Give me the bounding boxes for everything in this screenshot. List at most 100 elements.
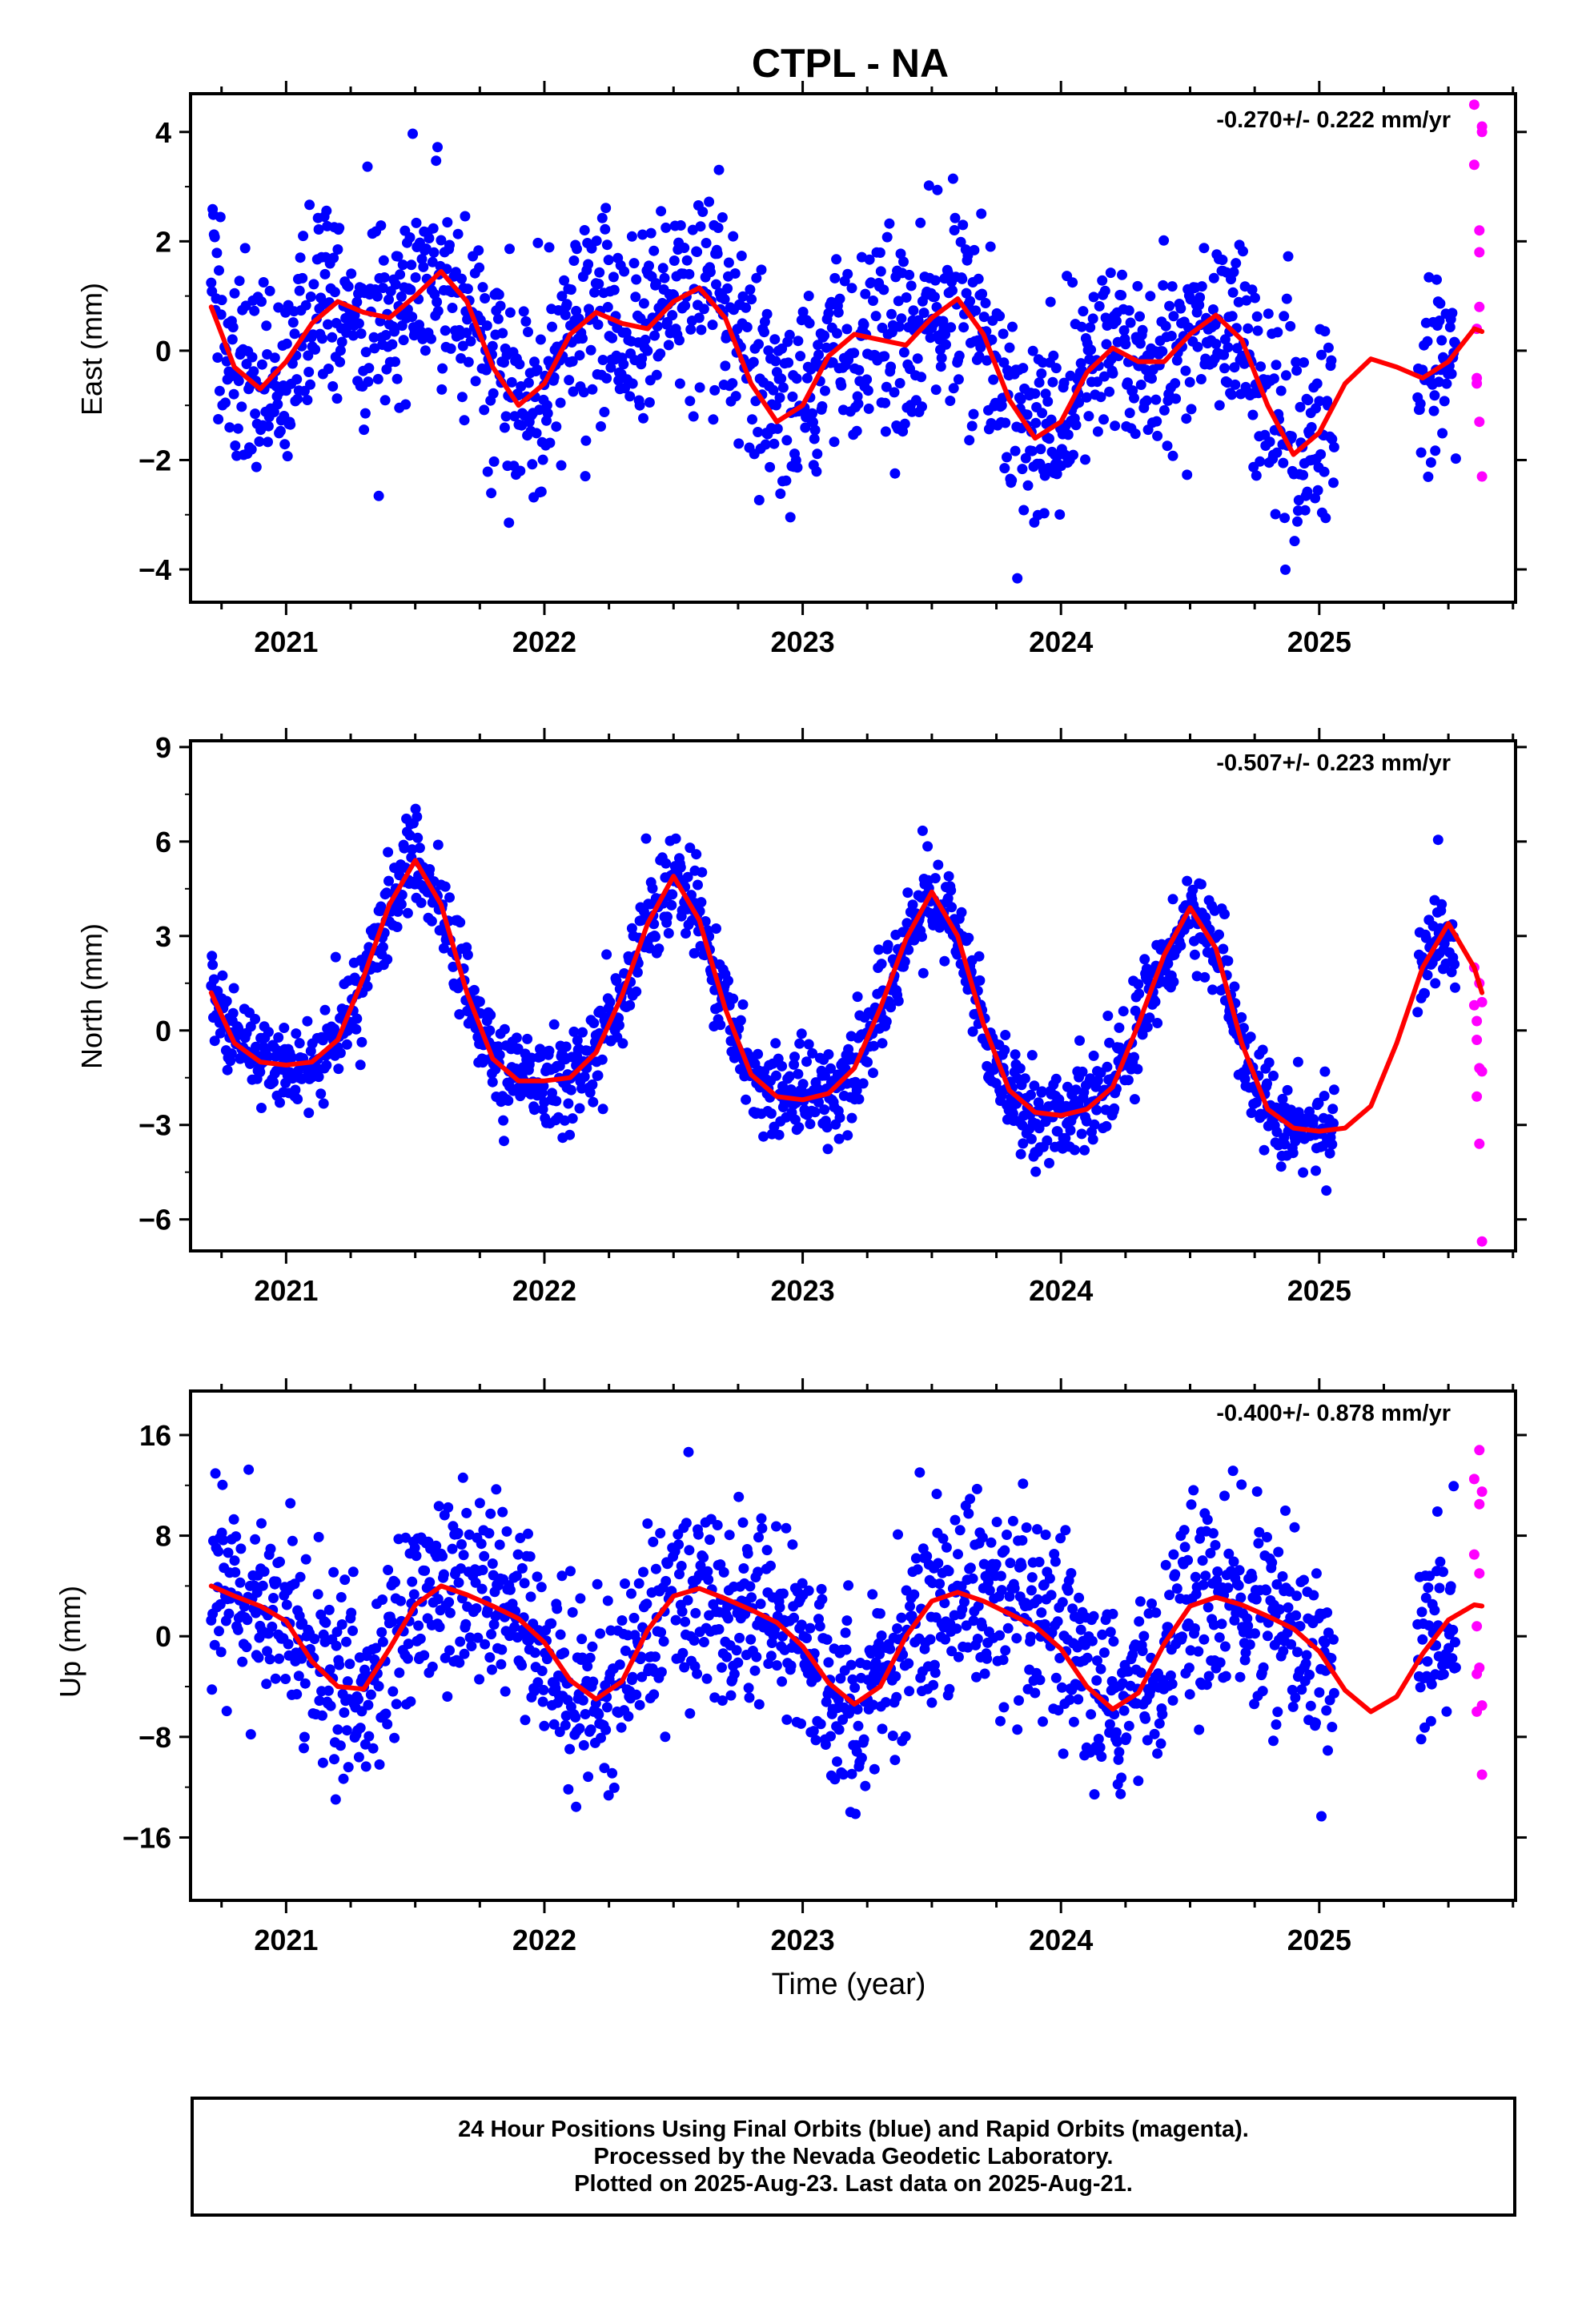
data-point-final <box>841 324 853 335</box>
data-point-final <box>1151 416 1162 427</box>
data-point-final <box>1327 1139 1338 1150</box>
data-point-final <box>901 918 913 929</box>
data-point-final <box>315 1088 327 1100</box>
data-point-final <box>720 360 731 372</box>
data-point-final <box>227 1007 239 1019</box>
data-point-rapid <box>1474 1663 1485 1673</box>
data-point-final <box>1233 296 1244 308</box>
data-point-final <box>1251 311 1263 322</box>
data-point-final <box>1132 1063 1143 1075</box>
data-point-final <box>1281 293 1292 304</box>
data-point-final <box>1214 929 1224 940</box>
data-point-final <box>797 1079 809 1090</box>
data-point-final <box>677 1606 688 1617</box>
data-point-final <box>578 387 589 398</box>
data-point-final <box>967 1573 978 1584</box>
data-point-final <box>1146 1598 1157 1609</box>
data-point-final <box>1014 1695 1024 1706</box>
data-point-final <box>1316 349 1327 360</box>
data-point-final <box>769 438 780 449</box>
data-point-final <box>1034 1557 1045 1567</box>
data-point-final <box>1034 1123 1045 1134</box>
data-point-final <box>1445 1581 1456 1592</box>
data-point-final <box>1081 1116 1092 1127</box>
data-point-final <box>289 328 300 340</box>
data-point-final <box>860 288 871 300</box>
data-point-final <box>605 362 616 373</box>
data-point-final <box>251 1041 261 1052</box>
data-point-rapid <box>1476 1486 1488 1498</box>
data-point-final <box>344 1659 355 1670</box>
data-point-final <box>640 334 651 345</box>
data-point-final <box>274 1653 285 1664</box>
data-point-final <box>715 1019 726 1031</box>
data-point-final <box>853 1094 865 1104</box>
data-point-final <box>1189 949 1200 960</box>
data-point-rapid <box>1468 99 1480 111</box>
data-point-final <box>685 842 696 854</box>
data-point-final <box>456 392 468 403</box>
data-point-final <box>1009 1582 1020 1594</box>
data-point-final <box>1098 1647 1110 1659</box>
data-point-final <box>544 242 555 253</box>
data-point-final <box>221 995 232 1007</box>
data-point-final <box>544 1045 555 1056</box>
data-point-final <box>697 207 709 217</box>
data-point-final <box>402 907 413 919</box>
data-point-final <box>864 254 875 265</box>
data-point-final <box>470 376 481 387</box>
data-point-final <box>756 264 767 275</box>
data-point-final <box>1254 1526 1265 1538</box>
data-point-final <box>1137 324 1148 336</box>
data-point-final <box>1168 1549 1179 1560</box>
data-point-final <box>601 239 612 251</box>
data-point-final <box>1026 1585 1037 1596</box>
data-point-final <box>955 236 966 247</box>
data-point-final <box>773 1129 785 1140</box>
data-point-final <box>624 391 636 402</box>
ytick-label: 6 <box>155 826 171 858</box>
data-point-final <box>1448 1481 1460 1492</box>
data-point-final <box>400 1532 412 1543</box>
data-point-final <box>1035 444 1046 455</box>
data-point-final <box>1423 471 1434 482</box>
data-point-final <box>1092 1075 1103 1086</box>
data-point-final <box>321 1059 332 1071</box>
plot-frame-east <box>189 92 1517 604</box>
ytick-label: −4 <box>139 553 171 586</box>
data-point-final <box>247 352 258 363</box>
data-point-final <box>608 284 620 296</box>
data-point-final <box>1152 1018 1163 1028</box>
data-point-final <box>494 1049 505 1060</box>
data-point-final <box>223 1547 234 1558</box>
data-point-final <box>398 335 409 346</box>
data-point-final <box>1216 1618 1227 1630</box>
data-point-final <box>659 272 670 283</box>
data-point-final <box>436 235 447 246</box>
data-point-final <box>1158 235 1170 246</box>
data-point-final <box>575 1593 586 1604</box>
data-point-final <box>1262 1630 1273 1642</box>
data-point-final <box>777 1676 788 1687</box>
data-point-final <box>1275 385 1287 396</box>
data-point-final <box>1280 564 1291 575</box>
plot-frame-up <box>189 1389 1517 1902</box>
data-point-final <box>753 1048 764 1059</box>
data-point-final <box>373 1681 384 1692</box>
data-point-final <box>551 1096 562 1107</box>
data-point-final <box>922 841 934 852</box>
data-point-final <box>390 279 401 290</box>
data-point-final <box>372 373 383 384</box>
data-point-final <box>360 347 371 358</box>
data-point-final <box>1243 323 1254 334</box>
data-point-final <box>742 1548 753 1559</box>
data-point-final <box>444 239 455 251</box>
data-point-final <box>893 995 904 1007</box>
data-point-final <box>1050 363 1062 374</box>
data-point-final <box>1327 433 1338 444</box>
data-point-final <box>215 211 226 223</box>
data-point-final <box>1211 339 1222 349</box>
data-point-final <box>655 1528 666 1538</box>
data-point-final <box>1417 364 1428 376</box>
